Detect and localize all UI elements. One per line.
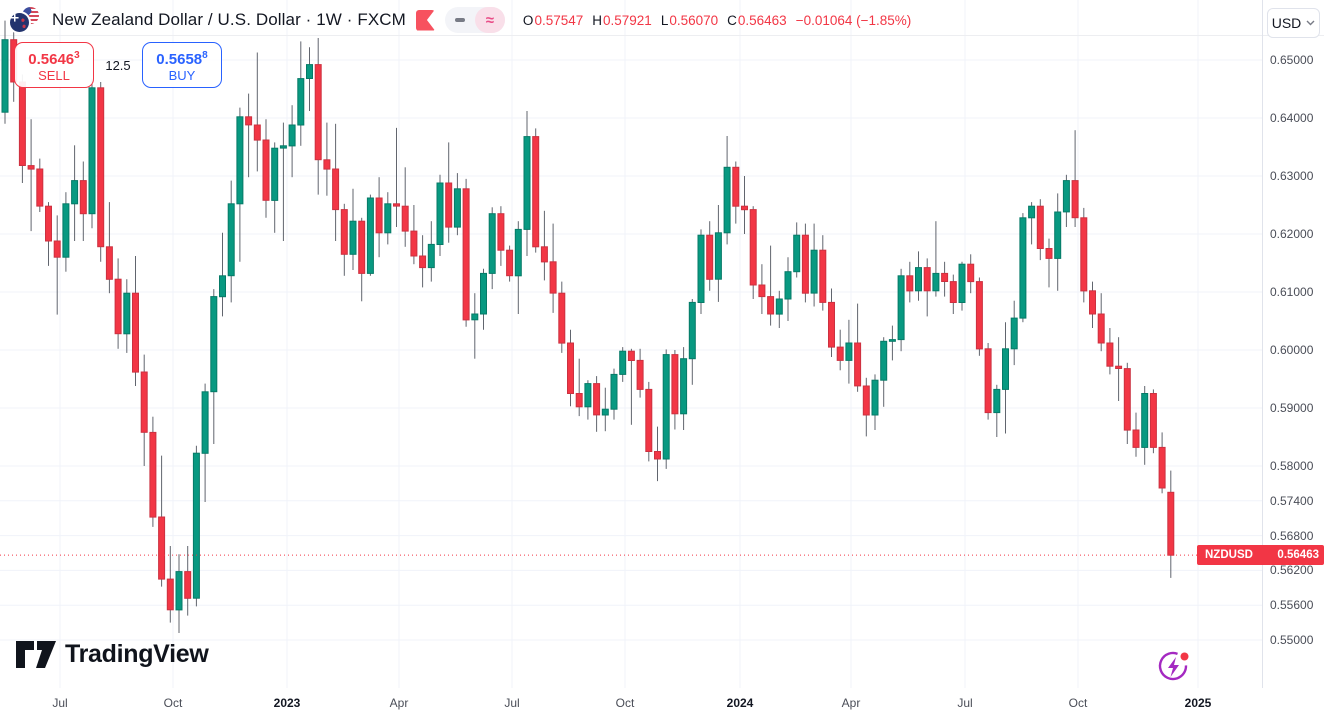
open-label: O <box>522 12 534 28</box>
price-tick-label: 0.55600 <box>1270 598 1314 612</box>
buy-price-sup: 8 <box>202 49 208 61</box>
price-tick-label: 0.61000 <box>1270 285 1314 299</box>
lightning-bolt-icon <box>1168 657 1179 677</box>
price-tick-label: 0.65000 <box>1270 53 1314 67</box>
price-mode-toggle[interactable]: ≈ <box>444 7 505 33</box>
spark-icon[interactable] <box>1156 647 1192 683</box>
approx-toggle-icon[interactable]: ≈ <box>474 7 505 33</box>
price-tick-label: 0.56200 <box>1270 563 1314 577</box>
tradingview-glyph-icon <box>16 641 56 668</box>
time-tick-label: Jul <box>52 696 68 710</box>
dash-toggle-icon[interactable] <box>445 7 475 33</box>
badge-price: 0.56463 <box>1277 549 1319 561</box>
low-label: L <box>660 12 669 28</box>
change-value: −0.01064 (−1.85%) <box>795 12 912 28</box>
current-price-badge: NZDUSD 0.56463 <box>1197 545 1324 565</box>
spread-value: 12.5 <box>105 57 131 73</box>
time-tick-label: 2023 <box>273 696 301 710</box>
time-tick-label: Jul <box>504 696 520 710</box>
badge-symbol: NZDUSD <box>1205 549 1253 561</box>
price-tick-label: 0.56800 <box>1270 529 1314 543</box>
close-value: 0.56463 <box>737 12 787 28</box>
price-axis[interactable]: USD 0.65000 0.64000 0.63000 0.62000 0.61000 0… <box>1262 0 1324 688</box>
close-label: C <box>727 12 737 28</box>
time-tick-label: 2025 <box>1184 696 1212 710</box>
buy-label: BUY <box>168 67 196 83</box>
sell-label: SELL <box>38 67 70 83</box>
tradingview-logo[interactable]: TradingView <box>16 640 209 669</box>
sell-button[interactable]: 0.56463 SELL <box>14 42 94 88</box>
price-tick-label: 0.63000 <box>1270 169 1314 183</box>
buy-price: 0.5658 <box>156 50 203 68</box>
currency-label: USD <box>1271 15 1302 31</box>
time-tick-label: Apr <box>841 696 861 710</box>
price-tick-label: 0.62000 <box>1270 227 1314 241</box>
currency-pair-flags-icon <box>10 7 42 33</box>
time-tick-label: Oct <box>1068 696 1088 710</box>
high-value: 0.57921 <box>603 12 652 28</box>
price-tick-label: 0.57400 <box>1270 494 1314 508</box>
nz-flag-icon <box>10 13 29 32</box>
time-tick-label: Oct <box>615 696 635 710</box>
price-tick-label: 0.64000 <box>1270 111 1314 125</box>
chevron-down-icon <box>1306 20 1315 26</box>
time-tick-label: Apr <box>389 696 409 710</box>
time-tick-label: Jul <box>957 696 973 710</box>
time-tick-label: Oct <box>163 696 183 710</box>
time-tick-label: 2024 <box>726 696 754 710</box>
fxcm-logo-icon <box>415 9 435 31</box>
low-value: 0.56070 <box>669 12 719 28</box>
high-label: H <box>592 12 602 28</box>
price-tick-label: 0.55000 <box>1270 633 1314 647</box>
sell-price-sup: 3 <box>74 49 80 61</box>
price-tick-label: 0.59000 <box>1270 401 1314 415</box>
chart-header: New Zealand Dollar / U.S. Dollar · 1W · … <box>10 7 911 33</box>
tradingview-wordmark: TradingView <box>65 640 209 668</box>
trade-panel: 0.56463 SELL 12.5 0.56588 BUY <box>14 42 222 88</box>
currency-dropdown[interactable]: USD <box>1267 8 1320 38</box>
buy-button[interactable]: 0.56588 BUY <box>142 42 222 88</box>
sell-price: 0.5646 <box>28 50 75 68</box>
price-tick-label: 0.58000 <box>1270 459 1314 473</box>
notification-dot <box>1180 652 1189 661</box>
open-value: 0.57547 <box>534 12 584 28</box>
time-axis[interactable]: Jul Oct 2023 Apr Jul Oct 2024 Apr Jul Oct 2025 <box>0 688 1324 718</box>
price-tick-label: 0.60000 <box>1270 343 1314 357</box>
symbol-title[interactable]: New Zealand Dollar / U.S. Dollar · 1W · … <box>52 10 406 29</box>
ohlc-readout: O0.57547 H0.57921 L0.56070 C0.56463 −0.0… <box>523 13 911 28</box>
